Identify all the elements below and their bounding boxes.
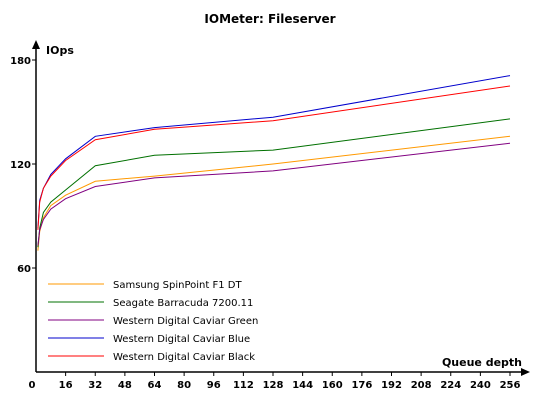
chart-title: IOMeter: Fileserver: [204, 12, 335, 26]
legend-label: Seagate Barracuda 7200.11: [113, 298, 253, 309]
x-tick-label: 80: [177, 380, 191, 391]
x-axis-title: Queue depth: [442, 356, 522, 369]
tick-labels: 0 16 32 48 64 80 96 112 128 144 160 176 192 208 224 240…: [10, 56, 520, 391]
x-tick-label: 128: [263, 380, 284, 391]
x-tick-label: 32: [88, 380, 102, 391]
legend-label: Western Digital Caviar Black: [113, 352, 255, 363]
legend-label: Western Digital Caviar Blue: [113, 334, 250, 345]
x-tick-label: 208: [411, 380, 432, 391]
x-tick-label: 16: [59, 380, 73, 391]
series-line-1: [37, 135, 511, 251]
x-tick-label: 192: [381, 380, 402, 391]
x-tick-label: 96: [207, 380, 221, 391]
x-tick-label: 112: [233, 380, 254, 391]
x-tick-label: 224: [440, 380, 461, 391]
legend: Samsung SpinPoint F1 DT Seagate Barracuda…: [48, 280, 258, 363]
x-tick-label: 64: [148, 380, 162, 391]
legend-label: Samsung SpinPoint F1 DT: [113, 280, 242, 291]
y-tick-label: 180: [10, 56, 31, 67]
x-tick-label: 256: [500, 380, 521, 391]
y-axis-arrow-icon: [32, 40, 40, 49]
x-tick-label: 0: [29, 380, 36, 391]
x-tick-label: 144: [292, 380, 313, 391]
axes: [32, 40, 530, 376]
series-line-2: [37, 118, 511, 248]
x-tick-label: 176: [351, 380, 372, 391]
x-axis-arrow-icon: [521, 368, 530, 376]
series-line-3: [37, 142, 511, 246]
series-line-5: [37, 85, 511, 230]
y-axis-title: IOps: [46, 44, 74, 57]
series-lines: [37, 75, 511, 251]
y-tick-label: 60: [17, 264, 31, 275]
legend-label: Western Digital Caviar Green: [113, 316, 258, 327]
x-tick-label: 240: [470, 380, 491, 391]
x-tick-label: 48: [118, 380, 132, 391]
x-tick-label: 160: [322, 380, 343, 391]
y-tick-label: 120: [10, 160, 31, 171]
